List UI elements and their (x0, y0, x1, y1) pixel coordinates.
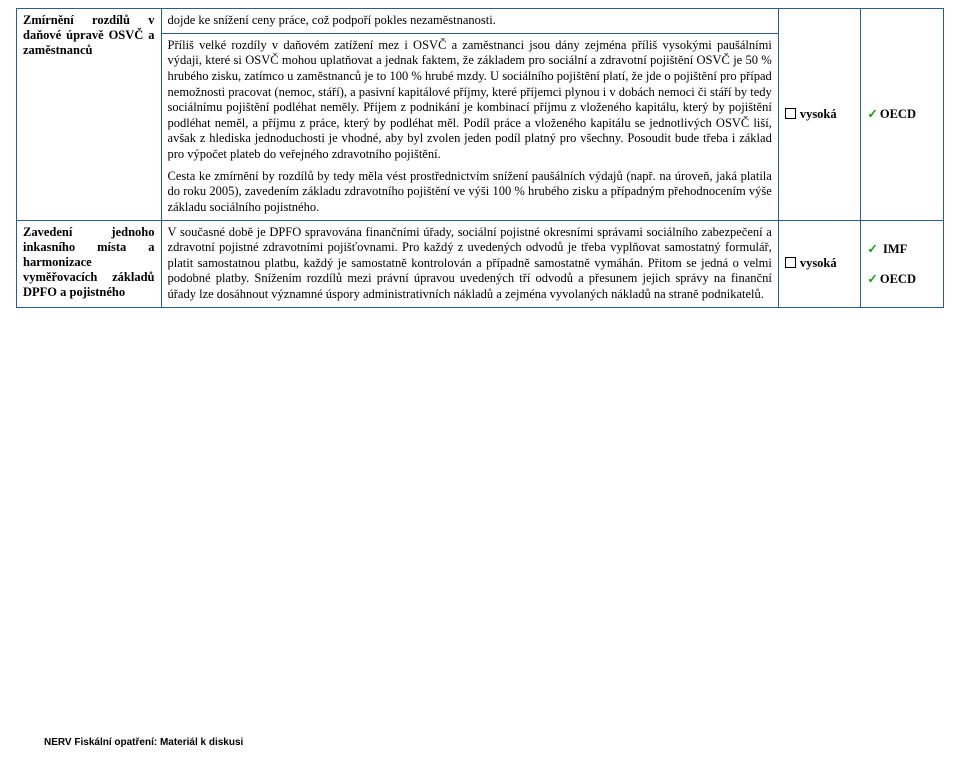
table-row: Zmírnění rozdílů v daňové úpravě OSVČ a … (17, 9, 944, 34)
row-body-cell: Příliš velké rozdíly v daňovém zatížení … (161, 33, 778, 220)
priority-cell: vysoká (778, 220, 861, 307)
org-item: ✓OECD (867, 271, 937, 287)
table-row: Zavedení jednoho inkasního místa a harmo… (17, 220, 944, 307)
row-label-cell: Zmírnění rozdílů v daňové úpravě OSVČ a … (17, 9, 162, 221)
policy-table: Zmírnění rozdílů v daňové úpravě OSVČ a … (16, 8, 944, 308)
row-label: Zavedení jednoho inkasního místa a harmo… (23, 225, 155, 300)
org-cell: ✓ IMF ✓OECD (861, 220, 944, 307)
org-label: IMF (883, 242, 907, 256)
org-label: OECD (880, 272, 916, 286)
paragraph: Příliš velké rozdíly v daňovém zatížení … (168, 38, 772, 163)
page-footer: NERV Fiskální opatření: Materiál k disku… (44, 737, 243, 748)
priority-label: vysoká (800, 107, 837, 121)
paragraph: Cesta ke zmírnění by rozdílů by tedy měl… (168, 169, 772, 216)
paragraph: V současné době je DPFO spravována finan… (168, 225, 772, 303)
org-cell: ✓OECD (861, 9, 944, 221)
org-item: ✓ IMF (867, 241, 937, 257)
priority-cell: vysoká (778, 9, 861, 221)
org-label: OECD (880, 107, 916, 121)
square-bullet-icon (785, 257, 796, 268)
row-label-cell: Zavedení jednoho inkasního místa a harmo… (17, 220, 162, 307)
row-label: Zmírnění rozdílů v daňové úpravě OSVČ a … (23, 13, 155, 58)
square-bullet-icon (785, 108, 796, 119)
check-icon: ✓ (867, 272, 877, 286)
paragraph: dojde ke snížení ceny práce, což podpoří… (168, 13, 772, 29)
check-icon: ✓ (867, 242, 877, 256)
row-body-cell: V současné době je DPFO spravována finan… (161, 220, 778, 307)
row-top-text-cell: dojde ke snížení ceny práce, což podpoří… (161, 9, 778, 34)
priority-label: vysoká (800, 256, 837, 270)
check-icon: ✓ (867, 107, 877, 121)
org-item: ✓OECD (867, 106, 937, 122)
